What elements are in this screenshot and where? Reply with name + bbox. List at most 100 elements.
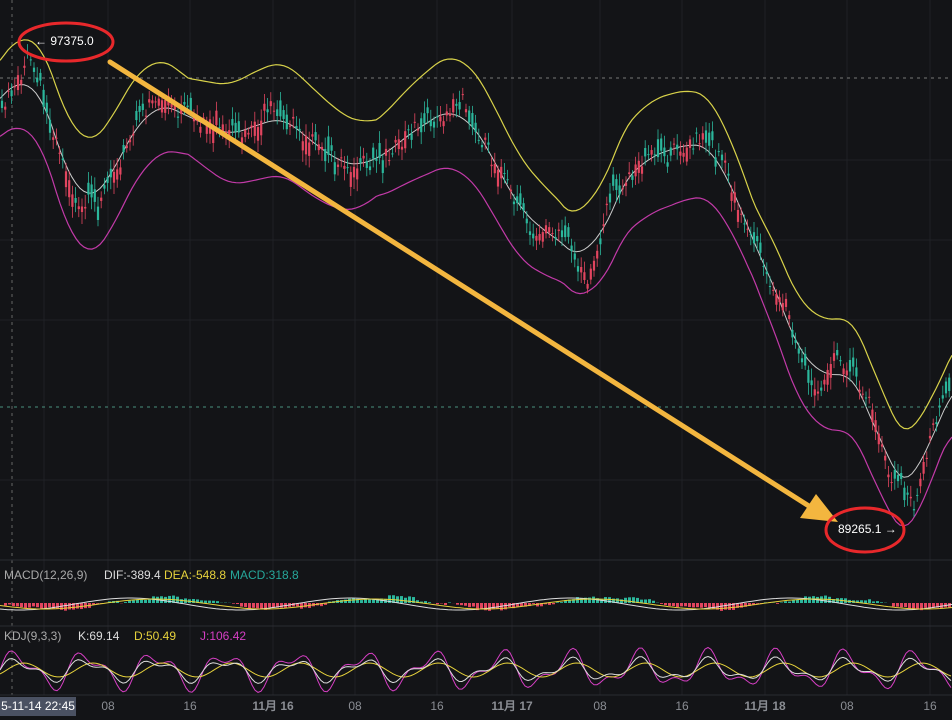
candle-body [704, 130, 708, 143]
candle-body [842, 368, 845, 375]
candle-body [893, 469, 896, 479]
candle-body [944, 381, 948, 394]
candle-body [775, 294, 778, 305]
candle-body [528, 231, 532, 235]
candle-body [564, 225, 567, 238]
candle-body [685, 147, 688, 162]
x-tick-label: 11月 16 [252, 699, 294, 713]
macd-bar [636, 597, 639, 603]
candle-body [58, 152, 61, 154]
candle-body [733, 192, 736, 203]
candle-body [730, 192, 733, 201]
macd-bar [796, 599, 799, 603]
macd-bar [144, 600, 147, 603]
macd-bar [620, 599, 623, 603]
macd-bar [596, 598, 599, 603]
high-price-label: ← 97375.0 [35, 34, 94, 48]
candle-body [826, 369, 829, 385]
candle-body [330, 145, 333, 151]
macd-bar [600, 598, 603, 603]
candle-body [333, 162, 336, 175]
candle-body [183, 101, 186, 105]
candle-body [250, 125, 253, 128]
macd-bar [912, 603, 915, 610]
candle-body [240, 137, 244, 145]
macd-bar [448, 602, 451, 603]
macd-bar [876, 601, 879, 603]
candle-body [90, 184, 93, 198]
macd-bar [468, 603, 471, 608]
candle-body [832, 353, 836, 361]
macd-bar [512, 603, 515, 609]
candle-body [368, 166, 372, 171]
candle-body [416, 128, 420, 131]
macd-bar [832, 599, 835, 603]
candle-body [948, 377, 951, 391]
macd-bar [880, 602, 883, 603]
candle-body [596, 250, 599, 259]
macd-bar [528, 603, 531, 607]
candle-body [132, 133, 135, 136]
candle-body [573, 253, 576, 260]
price-chart [0, 39, 952, 527]
candle-body [749, 233, 752, 236]
candle-body [861, 393, 864, 395]
candle-body [234, 122, 237, 132]
candle-body [592, 260, 596, 271]
candle-body [170, 103, 173, 108]
macd-bar [56, 603, 59, 609]
macd-bar [560, 602, 563, 603]
candle-body [64, 171, 68, 188]
macd-bar [360, 600, 363, 603]
candle-body [304, 135, 308, 155]
candle-body [909, 496, 912, 499]
macd-bar [32, 603, 35, 607]
candle-body [922, 461, 925, 474]
indicator-panels [0, 595, 952, 693]
candle-body [701, 133, 704, 140]
x-tick-label: 16 [430, 699, 444, 713]
candle-body [20, 79, 23, 85]
candle-body [554, 237, 557, 239]
candle-body [308, 142, 311, 156]
macd-bar [740, 603, 743, 608]
candle-body [336, 164, 340, 167]
x-tick-label: 16 [923, 699, 937, 713]
macd-bar [92, 603, 95, 605]
x-tick-label: 08 [593, 699, 607, 713]
candle-body [480, 144, 484, 148]
candle-body [516, 196, 519, 204]
candle-body [631, 175, 634, 180]
macd-bar [480, 603, 483, 610]
macd-bar [252, 603, 255, 608]
macd-bar [696, 603, 699, 608]
macd-bar [264, 603, 267, 610]
macd-bar [732, 603, 735, 610]
candle-body [535, 235, 538, 241]
macd-bar [532, 603, 535, 604]
macd-bar [304, 603, 307, 608]
candle-body [432, 121, 436, 128]
candle-body [314, 132, 317, 141]
candle-body [68, 180, 71, 198]
macd-bar [572, 599, 575, 603]
macd-bar [744, 603, 747, 607]
candle-body [900, 473, 903, 479]
candle-body [868, 396, 871, 398]
macd-bar [752, 603, 755, 605]
macd-bar [472, 603, 475, 607]
macd-bar [720, 603, 723, 611]
macd-bar [148, 599, 151, 603]
macd-bar [420, 601, 423, 603]
kdj-label: KDJ(9,3,3) [4, 629, 61, 643]
candle-body [874, 420, 877, 432]
candle-body [820, 387, 823, 391]
candle-body [154, 101, 157, 103]
candle-body [570, 245, 573, 252]
candle-body [791, 329, 794, 338]
candle-body [919, 478, 922, 487]
macd-bar [16, 603, 19, 607]
candle-body [128, 139, 132, 143]
candle-body [52, 137, 55, 140]
candle-body [544, 225, 548, 234]
